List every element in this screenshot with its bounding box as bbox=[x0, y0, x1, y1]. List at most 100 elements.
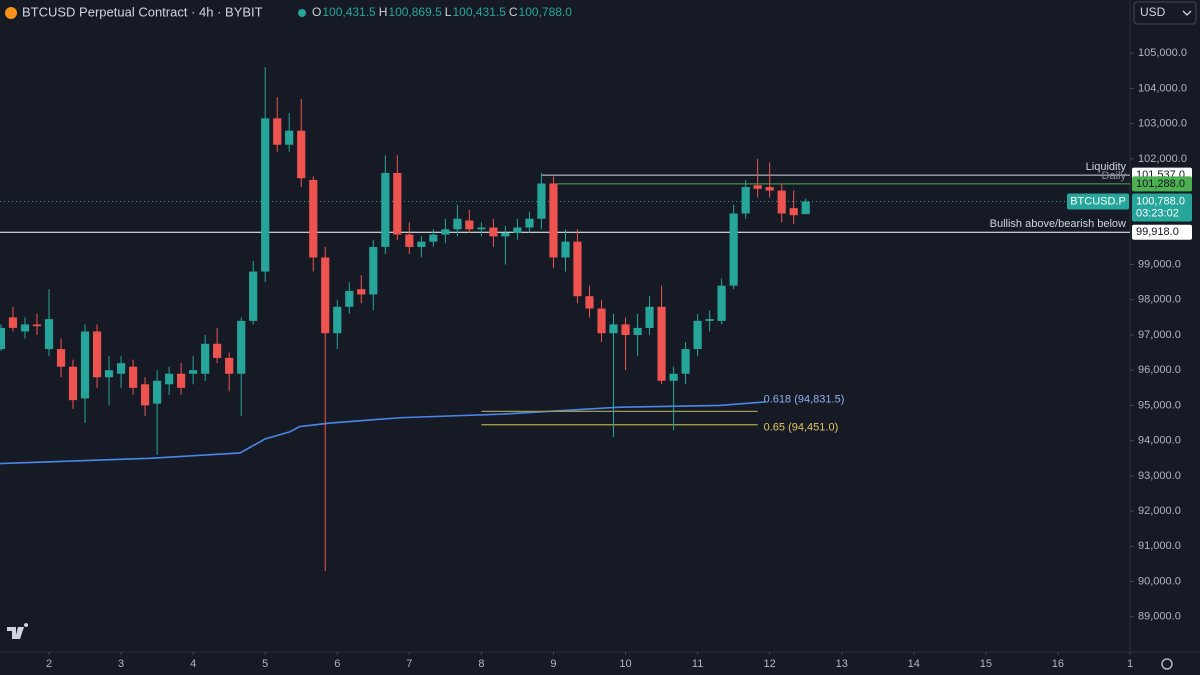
y-tick-label: 93,000.0 bbox=[1138, 470, 1181, 482]
candle-body bbox=[573, 241, 582, 297]
x-tick-label: 16 bbox=[1052, 658, 1064, 670]
chart-title: BTCUSD Perpetual Contract · 4h · BYBIT bbox=[22, 4, 263, 19]
candle-body bbox=[417, 241, 426, 247]
candle-body bbox=[585, 296, 594, 309]
x-tick-label: 12 bbox=[764, 658, 776, 670]
symbol-icon bbox=[5, 7, 17, 19]
y-tick-label: 90,000.0 bbox=[1138, 575, 1181, 587]
x-tick-label: 11 bbox=[692, 658, 703, 670]
settings-icon[interactable] bbox=[1161, 658, 1173, 670]
y-tick-label: 102,000.0 bbox=[1138, 153, 1187, 165]
candle-body bbox=[801, 201, 810, 215]
candle-body bbox=[369, 246, 378, 295]
last-price-label: 100,788.0 bbox=[1136, 195, 1185, 207]
candle-body bbox=[189, 370, 198, 374]
last-price-tag bbox=[1132, 193, 1192, 222]
candle-body bbox=[513, 227, 522, 233]
y-tick-label: 99,000.0 bbox=[1138, 258, 1181, 270]
currency-label: USD bbox=[1140, 5, 1166, 19]
x-tick-label: 5 bbox=[262, 658, 268, 670]
candle-body bbox=[477, 227, 486, 230]
y-tick-label: 95,000.0 bbox=[1138, 399, 1181, 411]
candle-body bbox=[453, 218, 462, 230]
candle-body bbox=[32, 324, 42, 327]
candle-body bbox=[405, 234, 414, 247]
candle-body bbox=[537, 183, 546, 219]
y-tick-label: 94,000.0 bbox=[1138, 435, 1181, 447]
y-tick-label: 103,000.0 bbox=[1138, 118, 1187, 130]
candle-body bbox=[68, 366, 78, 401]
candle-body bbox=[561, 241, 570, 258]
level-label: Daily bbox=[1102, 170, 1127, 182]
y-tick-label: 92,000.0 bbox=[1138, 505, 1181, 517]
overlay: BTCUSD Perpetual Contract · 4h · BYBIT U… bbox=[5, 1, 1197, 670]
candle-body bbox=[705, 319, 714, 321]
candle-body bbox=[213, 343, 222, 358]
x-tick-label: 4 bbox=[190, 658, 196, 670]
y-tick-label: 96,000.0 bbox=[1138, 364, 1181, 376]
candle-body bbox=[261, 118, 270, 272]
plot-area: O 100,431.5 H 100,869.5 L 100,431.5 C 100,788.0… bbox=[0, 5, 1192, 670]
candle-body bbox=[56, 349, 66, 367]
x-tick-label: 3 bbox=[118, 658, 124, 670]
x-tick-label: 1 bbox=[1127, 658, 1133, 670]
level-price-label: 99,918.0 bbox=[1136, 226, 1179, 238]
y-tick-label: 104,000.0 bbox=[1138, 82, 1187, 94]
candle-body bbox=[297, 130, 306, 179]
x-tick-label: 13 bbox=[836, 658, 848, 670]
candle-body bbox=[237, 320, 246, 374]
ohlc-key: C bbox=[509, 5, 518, 19]
symbol-tag-label: BTCUSD.P bbox=[1070, 195, 1126, 207]
candle-body bbox=[693, 320, 702, 350]
candle-body bbox=[225, 357, 234, 374]
candle-body bbox=[92, 331, 102, 378]
moving-average-line bbox=[0, 401, 766, 465]
x-tick-label: 10 bbox=[619, 658, 631, 670]
candle-body bbox=[116, 363, 126, 374]
x-tick-label: 6 bbox=[334, 658, 340, 670]
level-price-tag bbox=[1132, 224, 1192, 240]
y-tick-label: 98,000.0 bbox=[1138, 294, 1181, 306]
status-dot bbox=[298, 9, 306, 17]
y-tick-label: 105,000.0 bbox=[1138, 47, 1187, 59]
candle-body bbox=[153, 380, 162, 404]
candle-body bbox=[8, 317, 18, 328]
candle-body bbox=[441, 229, 450, 235]
fib-level-label: 0.65 (94,451.0) bbox=[764, 422, 839, 434]
candle-body bbox=[489, 227, 498, 237]
y-tick-label: 91,000.0 bbox=[1138, 540, 1181, 552]
candle-body bbox=[789, 208, 798, 216]
candle-body bbox=[597, 308, 606, 334]
candle-body bbox=[165, 373, 174, 385]
candle-body bbox=[657, 306, 666, 381]
candle-body bbox=[20, 324, 30, 332]
candle-body bbox=[104, 370, 114, 378]
candle-body bbox=[741, 187, 750, 214]
candle-body bbox=[333, 306, 342, 334]
candle-body bbox=[80, 331, 90, 399]
candle-body bbox=[357, 289, 366, 295]
candle-body bbox=[249, 271, 258, 321]
ohlc-key: O bbox=[312, 5, 321, 19]
candle-body bbox=[729, 213, 738, 286]
candle-body bbox=[525, 218, 534, 228]
candle-body bbox=[429, 234, 438, 242]
x-tick-label: 2 bbox=[46, 658, 52, 670]
ohlc-value: 100,869.5 bbox=[388, 5, 442, 19]
level-label: Bullish above/bearish below bbox=[990, 218, 1126, 230]
candle-body bbox=[549, 183, 558, 258]
candle-body bbox=[285, 130, 294, 145]
currency-button[interactable] bbox=[1133, 1, 1197, 25]
candle-body bbox=[381, 172, 390, 247]
ohlc-value: 100,431.5 bbox=[452, 5, 506, 19]
y-tick-label: 97,000.0 bbox=[1138, 329, 1181, 341]
ohlc-value: 100,788.0 bbox=[519, 5, 573, 19]
x-tick-label: 9 bbox=[550, 658, 556, 670]
candle-body bbox=[669, 373, 678, 381]
countdown-label: 03:23:02 bbox=[1136, 207, 1179, 219]
candle-body bbox=[177, 373, 186, 388]
x-tick-label: 8 bbox=[478, 658, 484, 670]
candle-body bbox=[753, 185, 762, 189]
candle-body bbox=[609, 324, 618, 334]
fib-level-label: 0.618 (94,831.5) bbox=[764, 393, 845, 405]
